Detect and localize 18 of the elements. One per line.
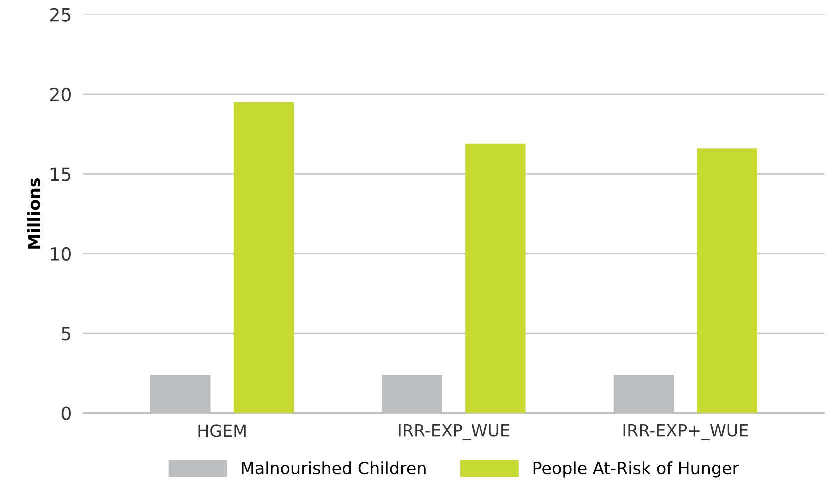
bar <box>614 375 674 414</box>
x-tick-label: IRR-EXP_WUE <box>399 424 510 441</box>
bar <box>382 375 442 414</box>
y-tick-label: 25 <box>50 8 71 22</box>
y-tick-label: 5 <box>62 327 71 341</box>
bar <box>697 148 758 414</box>
y-axis-title: Millions <box>28 178 40 249</box>
y-tick-label: 15 <box>51 168 71 182</box>
y-tick-label: 10 <box>51 247 71 261</box>
x-tick-label: IRR-EXP+_WUE <box>624 424 748 441</box>
bar <box>150 375 211 414</box>
bar <box>466 144 526 414</box>
legend-label: Malnourished Children <box>242 462 426 475</box>
y-tick-label: 0 <box>62 406 71 420</box>
legend-label: People At-Risk of Hunger <box>534 462 740 478</box>
x-tick-label: HGEM <box>198 424 246 438</box>
bar <box>234 102 294 414</box>
y-tick-label: 20 <box>50 88 71 102</box>
